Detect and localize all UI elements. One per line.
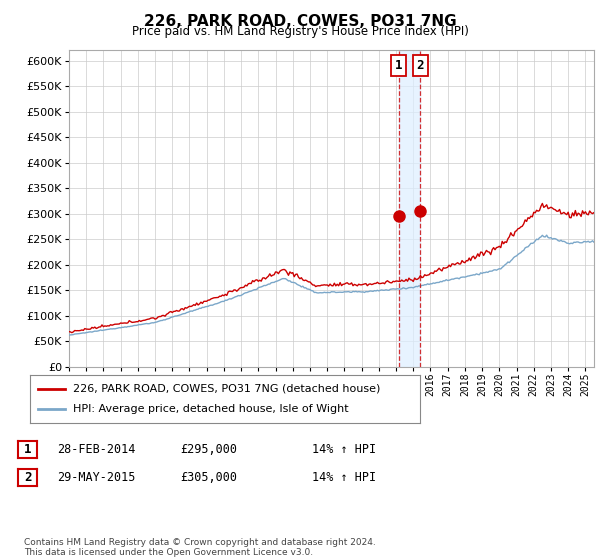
Text: £295,000: £295,000	[180, 443, 237, 456]
Text: Price paid vs. HM Land Registry's House Price Index (HPI): Price paid vs. HM Land Registry's House …	[131, 25, 469, 38]
Text: £305,000: £305,000	[180, 471, 237, 484]
Text: 28-FEB-2014: 28-FEB-2014	[57, 443, 136, 456]
Text: HPI: Average price, detached house, Isle of Wight: HPI: Average price, detached house, Isle…	[73, 404, 349, 414]
Text: 1: 1	[395, 59, 403, 72]
Text: 14% ↑ HPI: 14% ↑ HPI	[312, 471, 376, 484]
Text: 226, PARK ROAD, COWES, PO31 7NG (detached house): 226, PARK ROAD, COWES, PO31 7NG (detache…	[73, 384, 380, 394]
Text: 2: 2	[24, 471, 31, 484]
Text: 29-MAY-2015: 29-MAY-2015	[57, 471, 136, 484]
Bar	[399, 50, 421, 367]
Text: 2: 2	[416, 59, 424, 72]
Text: Contains HM Land Registry data © Crown copyright and database right 2024.
This d: Contains HM Land Registry data © Crown c…	[24, 538, 376, 557]
Text: 226, PARK ROAD, COWES, PO31 7NG: 226, PARK ROAD, COWES, PO31 7NG	[143, 14, 457, 29]
Text: 1: 1	[24, 443, 31, 456]
Text: 14% ↑ HPI: 14% ↑ HPI	[312, 443, 376, 456]
